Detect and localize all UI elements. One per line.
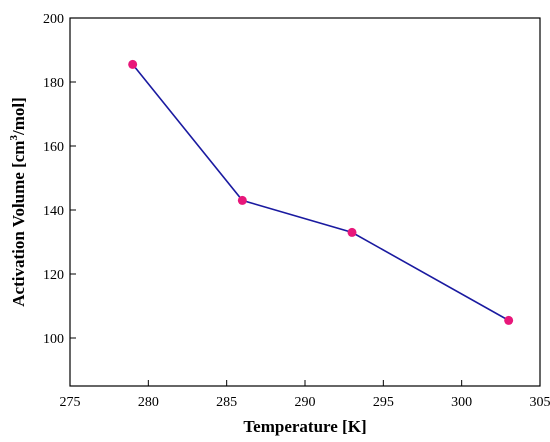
y-tick-label: 180 bbox=[43, 76, 64, 91]
data-point bbox=[504, 315, 514, 325]
y-axis-title: Activation Volume [cm3/mol] bbox=[8, 97, 28, 307]
x-tick-label: 295 bbox=[373, 395, 394, 410]
x-axis-ticks: 275 280 285 290 295 300 305 bbox=[60, 380, 550, 410]
x-tick-label: 280 bbox=[138, 395, 159, 410]
data-point bbox=[347, 227, 357, 237]
x-tick-label: 305 bbox=[530, 395, 550, 410]
x-tick-label: 300 bbox=[451, 395, 472, 410]
x-tick-label: 290 bbox=[295, 395, 316, 410]
y-tick-label: 140 bbox=[43, 204, 64, 219]
y-tick-label: 160 bbox=[43, 140, 64, 155]
y-axis-ticks: 100 120 140 160 180 200 bbox=[43, 12, 76, 347]
x-axis-title: Temperature [K] bbox=[243, 417, 366, 436]
y-axis-title-sup: 3 bbox=[8, 135, 20, 141]
data-point bbox=[237, 195, 247, 205]
series-line bbox=[132, 63, 510, 322]
series-layer bbox=[128, 59, 514, 325]
x-tick-label: 275 bbox=[60, 395, 81, 410]
y-tick-label: 120 bbox=[43, 268, 64, 283]
y-tick-label: 200 bbox=[43, 12, 64, 27]
y-axis-title-suffix: /mol] bbox=[9, 97, 28, 136]
data-point bbox=[128, 59, 138, 69]
y-tick-label: 100 bbox=[43, 332, 64, 347]
x-tick-label: 285 bbox=[216, 395, 237, 410]
y-axis-title-prefix: Activation Volume [cm bbox=[9, 141, 28, 307]
